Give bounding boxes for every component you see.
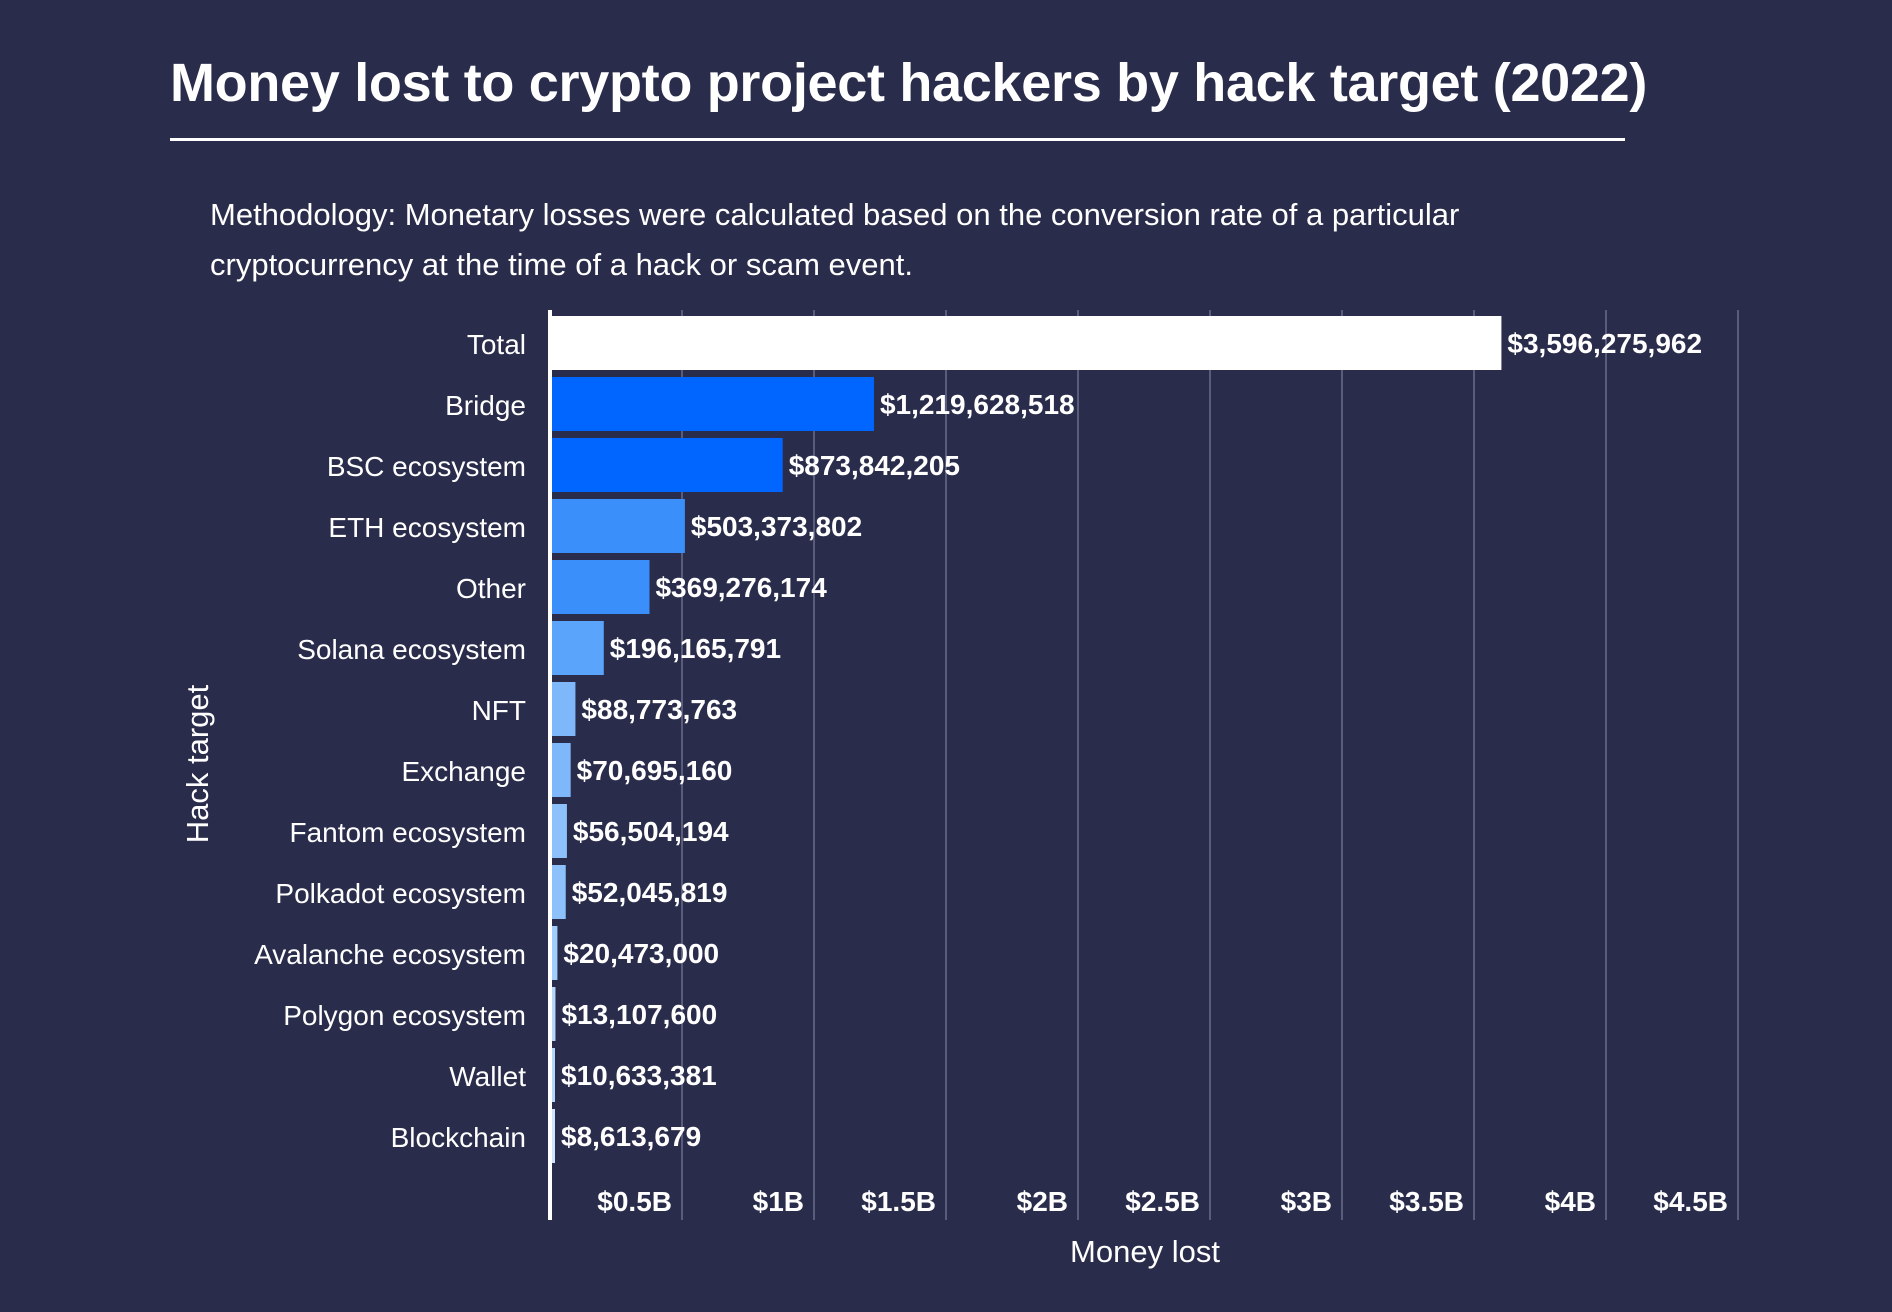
value-label: $369,276,174 <box>655 572 827 603</box>
value-label: $196,165,791 <box>610 633 781 664</box>
category-label: Solana ecosystem <box>297 634 526 665</box>
category-label: NFT <box>472 695 526 726</box>
category-label: Polygon ecosystem <box>283 1000 526 1031</box>
bar <box>552 926 558 980</box>
value-label: $88,773,763 <box>581 694 737 725</box>
y-axis-title: Hack target <box>180 684 215 843</box>
title-divider <box>170 138 1625 141</box>
value-label: $20,473,000 <box>563 938 719 969</box>
value-label: $56,504,194 <box>573 816 729 847</box>
chart-title: Money lost to crypto project hackers by … <box>170 53 1648 113</box>
bar <box>552 621 604 675</box>
bar <box>552 804 567 858</box>
bar <box>552 987 556 1041</box>
category-label: Polkadot ecosystem <box>275 878 526 909</box>
x-tick-label: $4.5B <box>1653 1186 1728 1217</box>
value-label: $70,695,160 <box>577 755 733 786</box>
bar <box>552 438 783 492</box>
x-tick-label: $1B <box>753 1186 804 1217</box>
bar <box>552 1109 555 1163</box>
value-label: $10,633,381 <box>561 1060 717 1091</box>
value-label: $52,045,819 <box>572 877 728 908</box>
x-tick-label: $0.5B <box>597 1186 672 1217</box>
x-axis-title: Money lost <box>1070 1234 1220 1269</box>
category-label: Other <box>456 573 526 604</box>
x-tick-label: $3.5B <box>1389 1186 1464 1217</box>
category-label: BSC ecosystem <box>327 451 526 482</box>
value-label: $873,842,205 <box>789 450 960 481</box>
value-label: $8,613,679 <box>561 1121 701 1152</box>
category-label: Exchange <box>401 756 526 787</box>
value-label: $503,373,802 <box>691 511 862 542</box>
category-label: Wallet <box>449 1061 526 1092</box>
category-label: Total <box>467 329 526 360</box>
category-label: Fantom ecosystem <box>289 817 526 848</box>
category-label: Blockchain <box>391 1122 526 1153</box>
x-tick-label: $4B <box>1545 1186 1596 1217</box>
methodology-note: Methodology: Monetary losses were calcul… <box>210 197 1460 282</box>
category-label: Avalanche ecosystem <box>254 939 526 970</box>
bar <box>552 743 571 797</box>
bar <box>552 499 685 553</box>
bar <box>552 316 1502 370</box>
bar <box>552 560 650 614</box>
bar <box>552 377 874 431</box>
x-tick-label: $1.5B <box>861 1186 936 1217</box>
value-label: $1,219,628,518 <box>880 389 1075 420</box>
x-tick-label: $3B <box>1281 1186 1332 1217</box>
bar <box>552 1048 555 1102</box>
category-label: Bridge <box>445 390 526 421</box>
x-tick-label: $2B <box>1017 1186 1068 1217</box>
value-label: $3,596,275,962 <box>1507 328 1702 359</box>
x-tick-label: $2.5B <box>1125 1186 1200 1217</box>
value-label: $13,107,600 <box>561 999 717 1030</box>
category-label: ETH ecosystem <box>328 512 526 543</box>
bar <box>552 865 566 919</box>
bar <box>552 682 576 736</box>
